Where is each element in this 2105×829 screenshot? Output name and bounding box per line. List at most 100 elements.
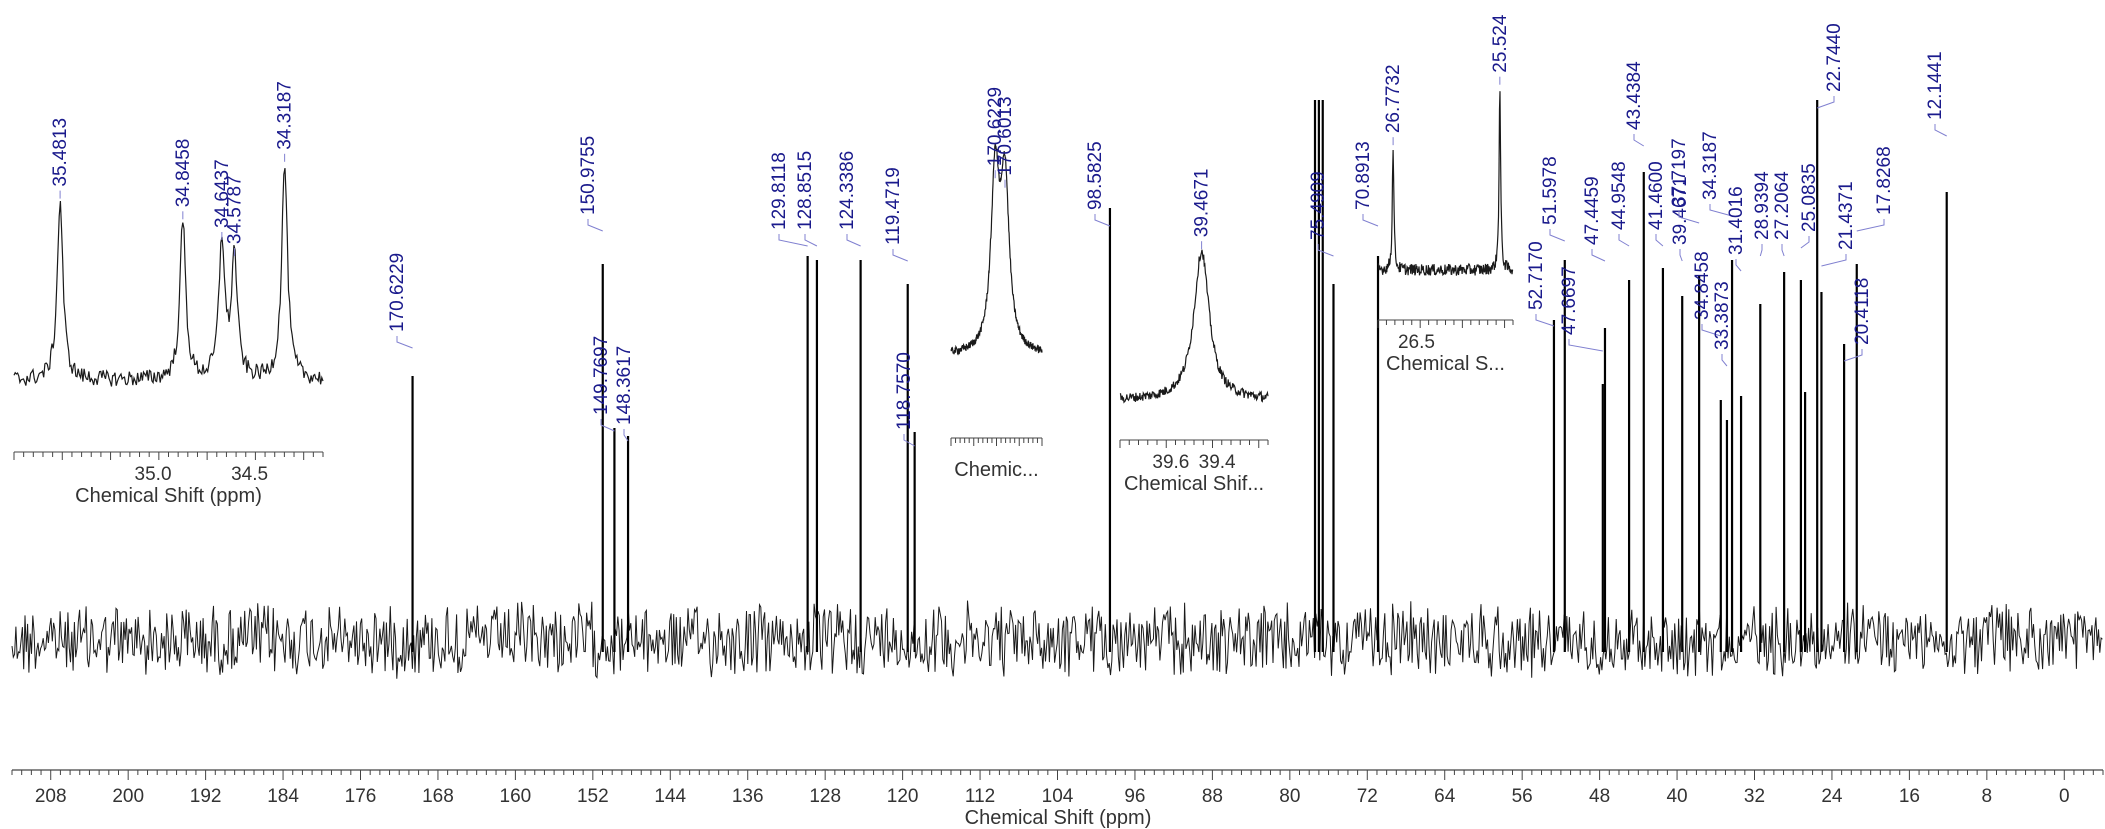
x-tick-label: 24 bbox=[1821, 786, 1843, 807]
inset-peak-label: 26.7732 bbox=[1383, 64, 1404, 133]
peak-label-leader bbox=[1934, 124, 1947, 137]
peak-label: 31.4016 bbox=[1726, 186, 1747, 255]
peak-label-leader bbox=[903, 434, 915, 447]
x-tick-label: 144 bbox=[654, 786, 686, 807]
baseline-noise-trace bbox=[11, 600, 2103, 679]
peak-label-leader bbox=[1362, 214, 1379, 227]
inset-peak-label: 34.8458 bbox=[173, 139, 194, 208]
peak-label: 128.8515 bbox=[795, 151, 816, 230]
inset-tick-label: 34.5 bbox=[231, 464, 268, 485]
x-tick-label: 104 bbox=[1042, 786, 1074, 807]
x-tick-label: 88 bbox=[1202, 786, 1223, 807]
x-tick-label: 136 bbox=[732, 786, 764, 807]
x-tick-label: 120 bbox=[887, 786, 919, 807]
x-tick-label: 160 bbox=[500, 786, 532, 807]
inset-peak-label: 34.6437 bbox=[212, 159, 233, 228]
inset-trace bbox=[1119, 249, 1269, 404]
main-x-axis-title: Chemical Shift (ppm) bbox=[965, 807, 1152, 829]
peak-label-leader bbox=[1781, 244, 1785, 257]
peak-label-leader bbox=[1317, 244, 1334, 257]
x-tick-label: 32 bbox=[1744, 786, 1765, 807]
peak-label: 39.4671 bbox=[1670, 176, 1691, 245]
x-tick-label: 72 bbox=[1357, 786, 1378, 807]
peak-label: 149.7697 bbox=[591, 336, 612, 415]
peak-label: 41.4600 bbox=[1646, 161, 1667, 230]
peak-label-leader bbox=[396, 336, 413, 349]
x-tick-label: 168 bbox=[422, 786, 454, 807]
peak-label-leader bbox=[587, 219, 603, 232]
peak-label: 33.3873 bbox=[1712, 281, 1733, 350]
x-tick-label: 184 bbox=[267, 786, 299, 807]
inset-peak-label: 170.6229 bbox=[985, 87, 1006, 166]
peak-label-leader bbox=[1591, 249, 1606, 262]
peak-label: 12.1441 bbox=[1925, 51, 1946, 120]
peak-label: 20.4118 bbox=[1852, 278, 1873, 345]
x-tick-label: 112 bbox=[965, 786, 995, 807]
inset-tick-label: 35.0 bbox=[135, 464, 172, 485]
peak-label-leader bbox=[1094, 214, 1111, 227]
peak-label-leader bbox=[1633, 134, 1645, 147]
x-tick-label: 128 bbox=[809, 786, 841, 807]
peak-label-leader bbox=[1655, 234, 1664, 247]
peak-label-leader bbox=[1535, 314, 1555, 327]
inset-peak-label: 170.6013 bbox=[995, 96, 1016, 175]
main-spectrum-baseline bbox=[11, 600, 2103, 679]
peak-label: 25.0835 bbox=[1799, 163, 1820, 232]
peak-label: 98.5825 bbox=[1085, 141, 1106, 210]
peak-label-leader bbox=[1735, 259, 1742, 272]
x-tick-label: 40 bbox=[1666, 786, 1687, 807]
main-x-axis: 208 200 192 184 176 168 160 152 144 136 128 120 112 1… bbox=[11, 769, 2104, 807]
peak-label: 150.9755 bbox=[578, 136, 599, 215]
main-spectrum-peaks bbox=[411, 100, 1948, 652]
inset-axis-title: Chemical S... bbox=[1386, 353, 1505, 375]
x-tick-label: 16 bbox=[1899, 786, 1920, 807]
peak-label-leader bbox=[1701, 324, 1721, 337]
peak-label-leader bbox=[778, 234, 808, 247]
peak-label: 70.8913 bbox=[1353, 141, 1374, 210]
inset-tick-label: 39.6 bbox=[1152, 452, 1189, 473]
inset-peak-label: 25.524 bbox=[1490, 14, 1511, 73]
inset-peak-label: 34.3187 bbox=[275, 81, 296, 150]
peak-label-leader bbox=[623, 429, 629, 442]
peak-label: 148.3617 bbox=[614, 346, 635, 425]
inset-trace bbox=[950, 143, 1043, 356]
x-tick-label: 96 bbox=[1124, 786, 1145, 807]
x-tick-label: 64 bbox=[1434, 786, 1456, 807]
peak-label: 22.7440 bbox=[1824, 23, 1845, 92]
inset-peak-label: 35.4813 bbox=[50, 118, 71, 187]
x-tick-label: 48 bbox=[1589, 786, 1610, 807]
peak-label: 34.3187 bbox=[1700, 131, 1721, 200]
x-tick-label: 80 bbox=[1279, 786, 1300, 807]
peak-label: 27.2064 bbox=[1772, 171, 1793, 240]
inset-axis-title: Chemic... bbox=[954, 459, 1038, 481]
x-tick-label: 200 bbox=[112, 786, 144, 807]
peak-label: 170.6229 bbox=[387, 253, 408, 332]
peak-label-leader bbox=[1759, 244, 1763, 257]
peak-label: 17.8268 bbox=[1874, 146, 1895, 215]
peak-label: 21.4371 bbox=[1836, 181, 1857, 250]
peak-label: 34.8458 bbox=[1692, 251, 1713, 320]
peak-label: 118.7570 bbox=[894, 352, 915, 430]
peak-label-leader bbox=[1709, 204, 1733, 217]
x-tick-label: 208 bbox=[35, 786, 67, 807]
peak-label-leader bbox=[1679, 249, 1683, 262]
peak-label: 51.5978 bbox=[1540, 156, 1561, 225]
peak-label: 28.9394 bbox=[1752, 171, 1773, 240]
peak-label-leader bbox=[1568, 339, 1603, 352]
peak-label-leader bbox=[1678, 211, 1700, 224]
peak-label: 52.7170 bbox=[1526, 241, 1547, 310]
peak-label: 43.4384 bbox=[1624, 61, 1645, 130]
peak-label-leader bbox=[600, 419, 615, 432]
peak-label: 75.4909 bbox=[1308, 171, 1329, 240]
x-tick-label: 152 bbox=[577, 786, 609, 807]
peak-label-leader bbox=[892, 249, 908, 262]
peak-label: 47.4459 bbox=[1582, 176, 1603, 245]
peak-label: 47.6697 bbox=[1559, 266, 1580, 335]
peak-label-leader bbox=[1618, 234, 1630, 247]
inset-trace bbox=[13, 167, 324, 387]
inset-trace bbox=[1377, 91, 1514, 277]
